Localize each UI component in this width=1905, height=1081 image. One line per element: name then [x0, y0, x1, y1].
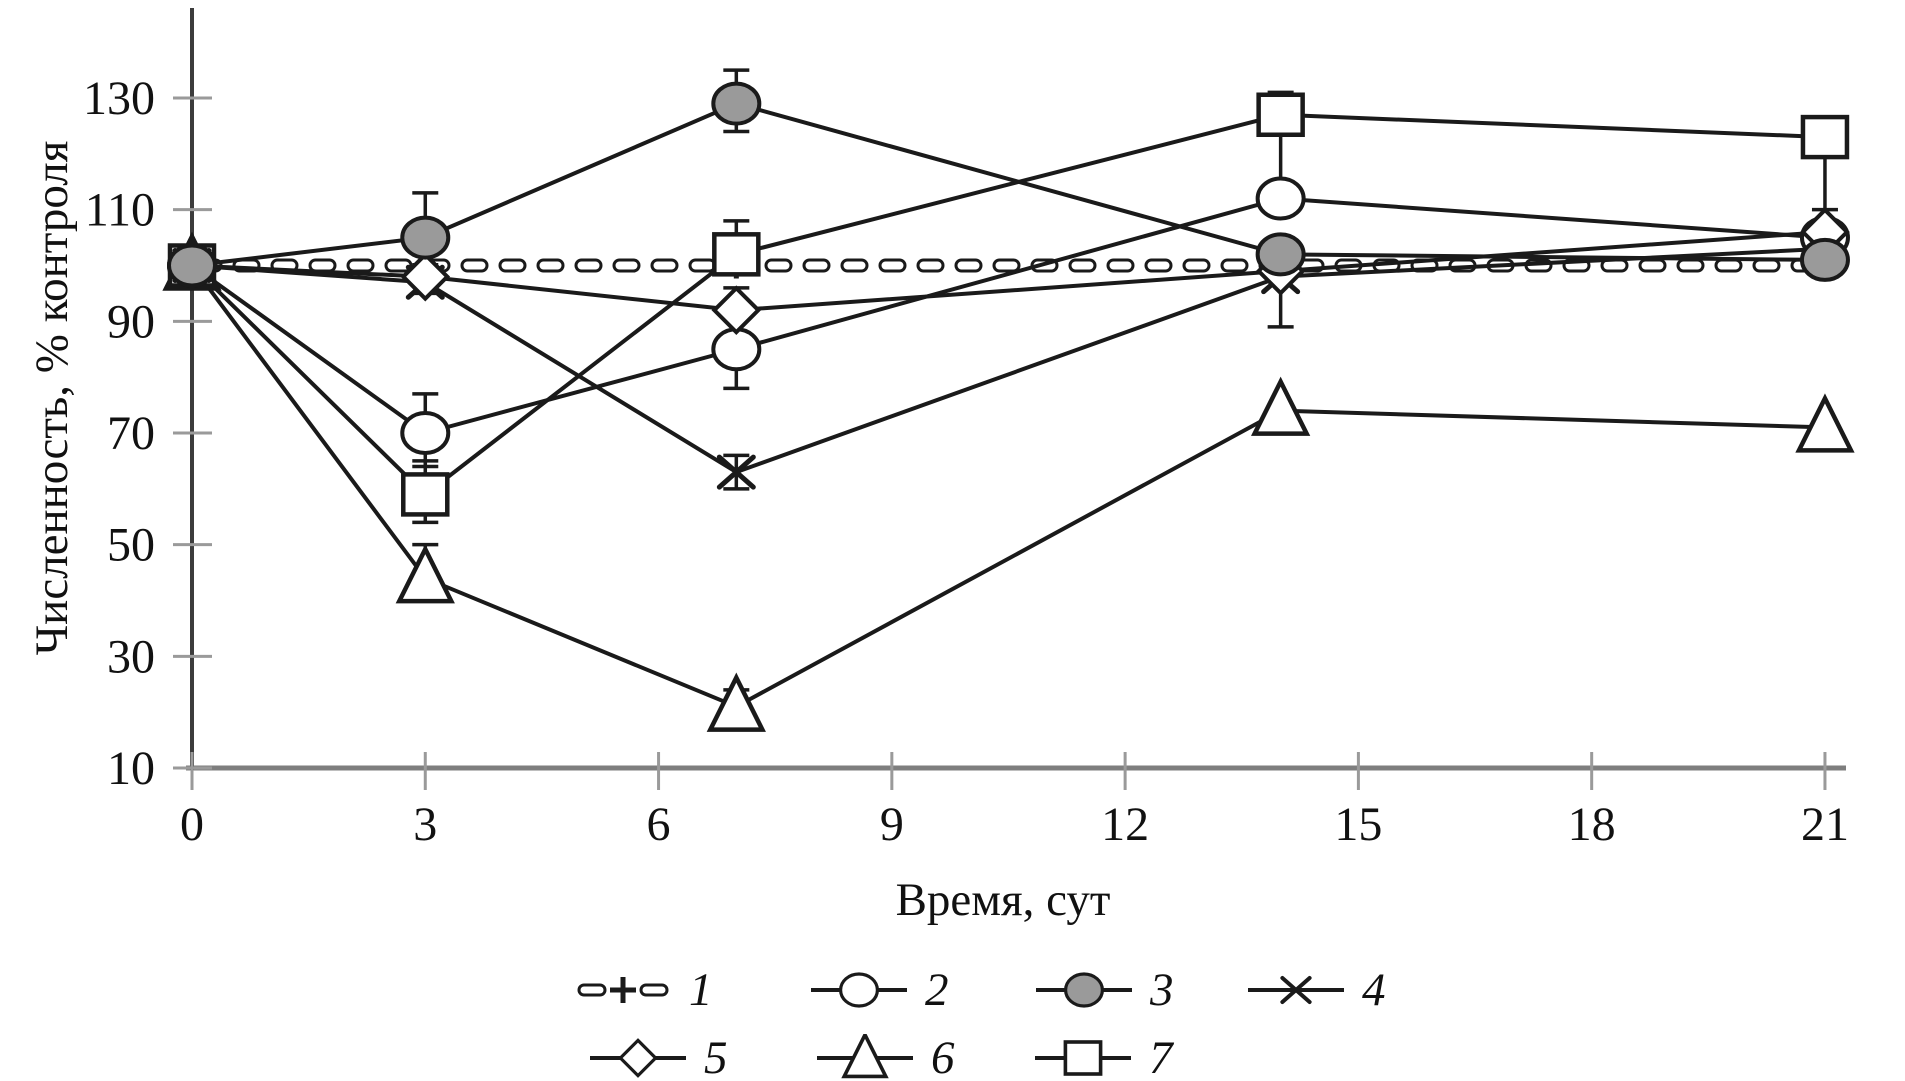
series-7 [167, 90, 1850, 525]
series-1-dash [1676, 258, 1705, 273]
series-6-marker [1250, 376, 1311, 436]
series-1-dash [650, 258, 679, 273]
series-1-dash [688, 258, 717, 273]
series-1-dash [536, 258, 565, 273]
series-1-dash [992, 258, 1021, 273]
series-1-dash [498, 258, 527, 273]
series-1-dash [460, 258, 489, 273]
series-1-dash [346, 258, 375, 273]
y-tick-label: 130 [83, 72, 155, 125]
legend-label: 7 [1149, 1031, 1173, 1081]
series-3-marker [400, 215, 451, 260]
legend-label: 5 [704, 1031, 728, 1081]
series-3-marker [1799, 237, 1850, 282]
legend-item-3: 3 [1036, 966, 1174, 1014]
series-1-dash [954, 258, 983, 273]
legend-x-cross-marker [1280, 976, 1312, 1004]
y-tick-label: 10 [107, 742, 155, 795]
series-7-marker [1800, 114, 1850, 160]
legend-item-2: 2 [811, 966, 949, 1014]
series-1-dash [1752, 258, 1781, 273]
y-tick-label: 30 [107, 630, 155, 683]
legend-item-6: 6 [817, 1034, 955, 1081]
x-axis-title: Время, сут [895, 874, 1111, 926]
series-2-marker [1255, 176, 1306, 221]
legend-label: 3 [1150, 963, 1174, 1016]
x-tick-label: 18 [1568, 798, 1616, 851]
y-tick-label: 90 [107, 295, 155, 348]
series-1-dash [574, 258, 603, 273]
series-1-dash [916, 258, 945, 273]
plot-area: 130 110 90 70 50 30 10 0 3 6 9 12 15 18 21 [83, 8, 1855, 851]
series-2-marker [400, 411, 451, 456]
series-7-marker [712, 232, 761, 277]
legend-sample [577, 977, 669, 1003]
series-1-dash [1638, 258, 1667, 273]
legend-label: 4 [1362, 963, 1386, 1016]
y-tick-label: 70 [107, 407, 155, 460]
x-tick-label: 6 [647, 798, 671, 851]
series-1-dash [1106, 258, 1135, 273]
x-tick-label: 21 [1801, 798, 1849, 851]
legend-label: 2 [925, 963, 949, 1016]
legend-sample [811, 972, 907, 1008]
legend-sample [1036, 972, 1132, 1008]
series-5-marker [711, 285, 762, 335]
series-3-marker [167, 243, 217, 288]
legend-sample [1035, 1040, 1131, 1076]
legend-item-5: 5 [590, 1034, 728, 1081]
legend-sample [1248, 976, 1344, 1004]
series-1-dash [1220, 258, 1249, 273]
series-1-dash [1144, 258, 1173, 273]
legend-circle-open-marker [839, 972, 879, 1008]
x-tick-label: 9 [880, 798, 904, 851]
legend-sample [590, 1038, 686, 1078]
legend-triangle-open-marker [841, 1034, 889, 1079]
legend-dash [577, 983, 607, 997]
legend-diamond-open-marker [618, 1038, 658, 1078]
legend-sample [817, 1034, 913, 1079]
legend-item-1: 1 [575, 966, 713, 1014]
series-1-dash [802, 258, 831, 273]
series-2-marker [711, 327, 762, 372]
legend-circle-filled-marker [1064, 972, 1104, 1008]
series-7-marker [1256, 92, 1305, 138]
legend-item-4: 4 [1248, 966, 1386, 1014]
series-3-marker [1255, 232, 1306, 277]
series-3-marker [711, 81, 762, 126]
series-3 [167, 68, 1850, 288]
legend-plus-marker [610, 977, 636, 1003]
series-4-marker [716, 454, 756, 490]
x-tick-label: 15 [1334, 798, 1382, 851]
series-1-dash [764, 258, 793, 273]
x-tick-label: 3 [413, 798, 437, 851]
series-6-marker [395, 544, 455, 604]
axes: 130 110 90 70 50 30 10 0 3 6 9 12 15 18 21 [83, 8, 1849, 851]
series-1-dash [1182, 258, 1211, 273]
x-tick-label: 0 [180, 798, 204, 851]
series-1-dash [612, 258, 641, 273]
legend-square-open-marker [1063, 1040, 1103, 1076]
series-1-dash [1714, 258, 1743, 273]
y-axis-title: Численность, % контроля [26, 140, 78, 656]
y-tick-label: 110 [85, 184, 155, 237]
series-7-marker [401, 472, 450, 517]
legend-label: 6 [931, 1031, 955, 1081]
series-1-dash [1068, 258, 1097, 273]
series-5-marker [400, 251, 451, 302]
series-1-dash [878, 258, 907, 273]
series-6-marker [1795, 393, 1855, 453]
series-1-dash [840, 258, 869, 273]
legend-item-7: 7 [1035, 1034, 1173, 1081]
y-tick-label: 50 [107, 519, 155, 572]
series-1-dash [384, 258, 413, 273]
legend-dash [639, 983, 669, 997]
x-tick-label: 12 [1101, 798, 1149, 851]
legend-label: 1 [689, 963, 713, 1016]
series-6-marker [706, 672, 766, 732]
